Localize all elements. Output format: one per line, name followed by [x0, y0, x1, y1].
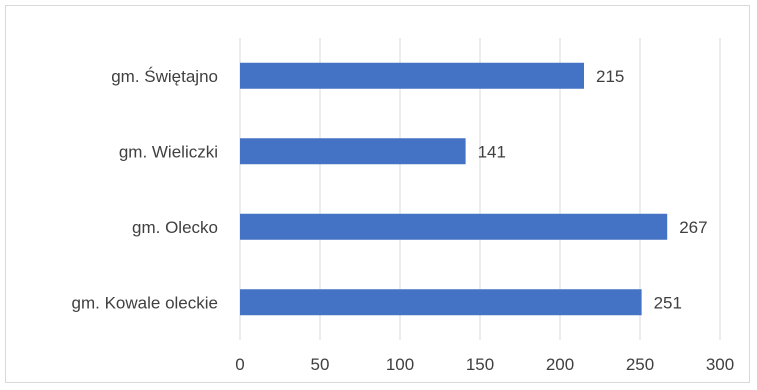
x-tick-label: 100	[386, 355, 414, 374]
x-tick-label: 300	[706, 355, 734, 374]
bar	[240, 213, 668, 240]
x-tick-label: 50	[311, 355, 330, 374]
bar	[240, 138, 466, 165]
data-label: 141	[478, 142, 506, 161]
data-label: 251	[654, 293, 682, 312]
data-label: 267	[679, 218, 707, 237]
x-tick-label: 200	[546, 355, 574, 374]
data-labels: 215 141 267 251	[478, 67, 708, 313]
category-label: gm. Olecko	[132, 218, 218, 237]
x-tick-label: 150	[466, 355, 494, 374]
category-label: gm. Wieliczki	[119, 142, 218, 161]
data-label: 215	[596, 67, 624, 86]
x-axis-tick-labels: 0 50 100 150 200 250 300	[235, 355, 734, 374]
x-tick-label: 0	[235, 355, 244, 374]
bar	[240, 289, 642, 316]
bars	[240, 62, 668, 316]
category-label: gm. Kowale oleckie	[72, 293, 218, 312]
category-label: gm. Świętajno	[111, 67, 218, 86]
bar	[240, 62, 584, 89]
x-tick-label: 250	[626, 355, 654, 374]
category-labels: gm. Świętajno gm. Wieliczki gm. Olecko gm. …	[72, 67, 218, 313]
